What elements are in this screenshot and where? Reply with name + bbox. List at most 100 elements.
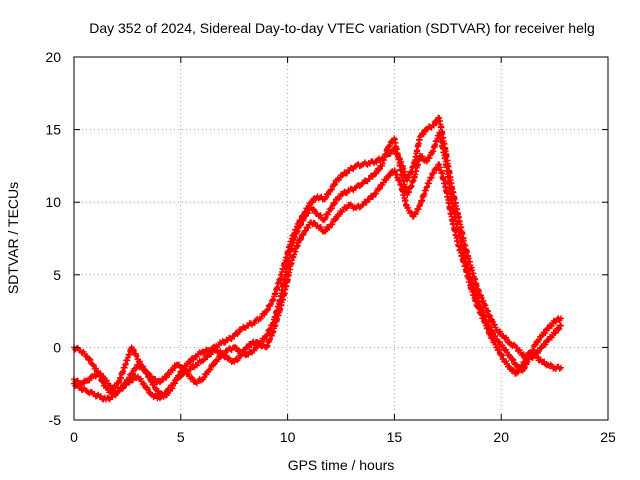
data-point-cluster: [187, 362, 198, 373]
data-point-cluster: [379, 145, 391, 169]
data-point-cluster: [481, 302, 493, 320]
data-point-cluster: [72, 377, 83, 387]
data-point-cluster: [508, 341, 518, 350]
data-point-cluster: [481, 319, 493, 337]
x-tick-label: 5: [177, 429, 185, 445]
data-point-cluster: [424, 123, 435, 133]
data-point-cluster: [194, 376, 204, 387]
data-point-cluster: [552, 315, 563, 326]
data-point-cluster: [449, 200, 462, 233]
data-point-cluster: [245, 339, 256, 351]
data-point-cluster: [398, 182, 410, 210]
data-point-cluster: [405, 204, 416, 220]
data-point-cluster: [78, 348, 89, 360]
data-point-cluster: [110, 379, 121, 391]
series-track-b: [71, 129, 565, 393]
data-point-cluster: [148, 379, 160, 393]
data-point-cluster: [282, 245, 295, 276]
data-point-cluster: [264, 297, 275, 314]
chart-title: Day 352 of 2024, Sidereal Day-to-day VTE…: [89, 20, 595, 36]
data-point-cluster: [104, 377, 115, 393]
data-point-cluster: [455, 243, 468, 269]
data-point-cluster: [392, 168, 404, 188]
data-point-cluster: [354, 161, 365, 170]
data-point-cluster: [84, 354, 96, 368]
data-point-cluster: [411, 136, 423, 167]
data-point-cluster: [546, 329, 557, 343]
data-point-cluster: [417, 187, 429, 207]
data-point-cluster: [161, 370, 173, 381]
data-point-cluster: [462, 263, 474, 291]
data-point-cluster: [289, 227, 301, 246]
data-point-cluster: [270, 312, 282, 335]
data-point-cluster: [546, 317, 557, 332]
y-tick-label: 0: [53, 339, 61, 355]
data-point-cluster: [411, 203, 423, 218]
data-point-cluster: [533, 333, 544, 346]
data-point-cluster: [161, 386, 173, 397]
y-axis-label: SDTVAR / TECUs: [5, 182, 21, 294]
data-point-cluster: [174, 361, 185, 372]
data-point-cluster: [552, 363, 563, 373]
data-point-cluster: [322, 223, 333, 235]
series-track-a: [71, 114, 565, 400]
data-point-cluster: [187, 354, 198, 366]
data-point-cluster: [347, 185, 358, 194]
x-tick-label: 0: [70, 429, 78, 445]
series-track-c: [71, 161, 565, 403]
y-tick-label: 5: [53, 267, 61, 283]
data-point-cluster: [488, 334, 500, 351]
data-point-cluster: [263, 332, 275, 350]
grid: [74, 57, 608, 420]
data-point-cluster: [136, 375, 147, 388]
data-point-cluster: [309, 205, 320, 217]
data-point-cluster: [213, 339, 224, 351]
data-point-cluster: [302, 200, 314, 215]
axis-ticks: 0 5 10 15 20 25 -5 0 5 10 15 20: [45, 49, 616, 445]
data-point-cluster: [533, 345, 544, 356]
data-point-cluster: [309, 219, 320, 230]
data-point-cluster: [514, 364, 525, 376]
data-point-cluster: [226, 333, 236, 342]
data-point-cluster: [334, 208, 346, 219]
data-point-cluster: [257, 333, 269, 347]
data-point-cluster: [187, 374, 198, 385]
data-point-cluster: [213, 347, 224, 356]
data-point-cluster: [475, 287, 487, 305]
data-point-cluster: [443, 187, 455, 223]
data-point-cluster: [245, 348, 256, 358]
data-point-cluster: [296, 215, 307, 230]
data-point-cluster: [129, 346, 141, 363]
data-point-cluster: [391, 136, 404, 173]
data-point-cluster: [366, 171, 378, 182]
data-point-cluster: [527, 349, 538, 360]
data-point-cluster: [341, 187, 352, 197]
data-point-cluster: [91, 391, 102, 400]
data-point-cluster: [436, 164, 449, 190]
data-point-cluster: [155, 391, 166, 402]
data-point-cluster: [449, 218, 462, 248]
data-point-cluster: [213, 353, 224, 365]
data-point-cluster: [367, 158, 377, 167]
data-point-cluster: [552, 322, 564, 337]
data-point-cluster: [360, 177, 371, 186]
data-point-cluster: [135, 358, 147, 374]
data-point-cluster: [130, 373, 140, 384]
data-point-cluster: [442, 161, 455, 204]
data-point-cluster: [155, 375, 166, 386]
data-point-cluster: [85, 373, 95, 384]
data-point-cluster: [341, 167, 352, 177]
x-tick-label: 10: [280, 429, 296, 445]
y-tick-label: -5: [49, 412, 62, 428]
data-point-cluster: [85, 388, 95, 397]
x-tick-label: 20: [493, 429, 509, 445]
data-point-cluster: [181, 367, 192, 376]
data-point-cluster: [129, 361, 141, 377]
y-tick-label: 20: [45, 49, 61, 65]
data-point-cluster: [507, 354, 519, 368]
x-axis-label: GPS time / hours: [288, 457, 395, 473]
data-point-cluster: [110, 387, 121, 399]
plot-frame: [73, 56, 609, 421]
data-point-cluster: [78, 385, 89, 394]
